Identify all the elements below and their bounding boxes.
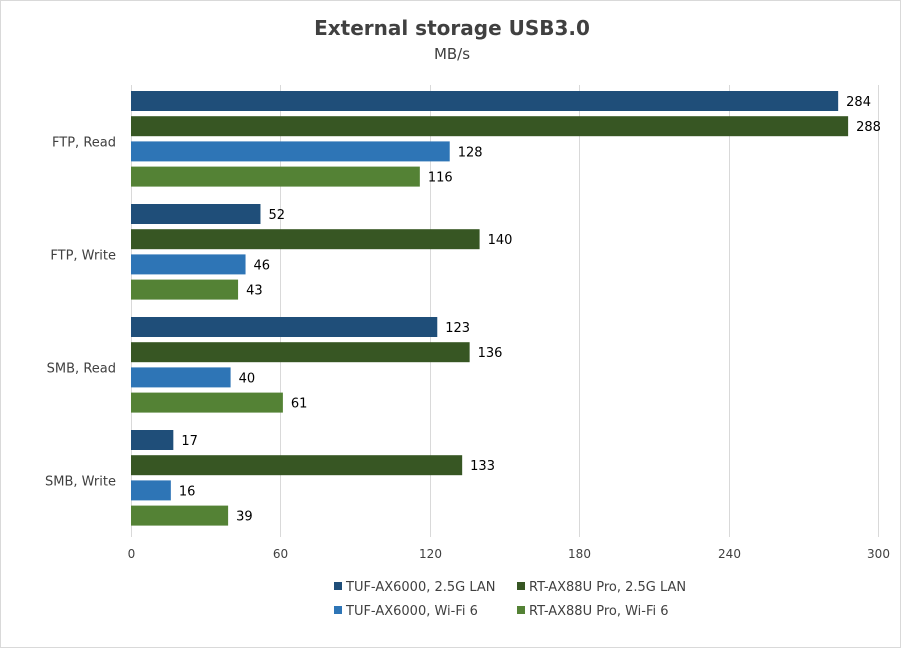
chart-subtitle: MB/s xyxy=(434,45,470,63)
x-tick-label: 0 xyxy=(128,547,136,561)
bar xyxy=(131,254,246,275)
bar xyxy=(131,204,261,224)
bar xyxy=(131,317,438,337)
legend-swatch xyxy=(334,606,342,614)
bar xyxy=(131,279,239,300)
category-labels: FTP, Read FTP, Write SMB, Read SMB, Write xyxy=(45,136,116,490)
legend-item: TUF-AX6000, 2.5G LAN xyxy=(334,580,496,595)
data-label: 128 xyxy=(458,145,483,160)
legend-item: RT-AX88U Pro, 2.5G LAN xyxy=(517,580,686,595)
category-label: FTP, Read xyxy=(52,136,116,151)
data-label: 61 xyxy=(291,397,308,412)
data-label: 17 xyxy=(181,434,198,449)
legend-label: TUF-AX6000, Wi-Fi 6 xyxy=(345,604,478,619)
bar xyxy=(131,229,480,250)
data-label: 140 xyxy=(488,233,513,248)
data-label: 284 xyxy=(846,95,871,110)
bar xyxy=(131,480,171,501)
legend: TUF-AX6000, 2.5G LAN RT-AX88U Pro, 2.5G L… xyxy=(334,580,686,619)
category-label: SMB, Read xyxy=(47,362,116,377)
x-tick-label: 240 xyxy=(718,547,741,561)
bar xyxy=(131,116,849,137)
legend-label: RT-AX88U Pro, 2.5G LAN xyxy=(529,580,686,595)
x-tick-label: 120 xyxy=(419,547,442,561)
bar xyxy=(131,430,174,450)
data-label: 136 xyxy=(478,346,503,361)
data-label: 40 xyxy=(239,371,256,386)
data-label: 52 xyxy=(268,208,285,223)
bar xyxy=(131,141,450,162)
data-label: 43 xyxy=(246,284,263,299)
data-label: 133 xyxy=(470,459,495,474)
legend-label: RT-AX88U Pro, Wi-Fi 6 xyxy=(529,604,669,619)
bar xyxy=(131,342,470,363)
bar xyxy=(131,367,231,388)
legend-item: TUF-AX6000, Wi-Fi 6 xyxy=(334,604,478,619)
data-label: 46 xyxy=(254,258,271,273)
bar xyxy=(131,166,420,187)
data-label: 123 xyxy=(445,321,470,336)
legend-swatch xyxy=(334,582,342,590)
x-tick-label: 300 xyxy=(867,547,890,561)
category-label: FTP, Write xyxy=(50,249,116,264)
x-tick-label: 180 xyxy=(568,547,591,561)
data-label: 116 xyxy=(428,171,453,186)
bar xyxy=(131,392,283,413)
x-tick-label: 60 xyxy=(273,547,288,561)
category-label: SMB, Write xyxy=(45,475,116,490)
bar xyxy=(131,455,463,476)
legend-swatch xyxy=(517,606,525,614)
bar xyxy=(131,505,229,526)
legend-item: RT-AX88U Pro, Wi-Fi 6 xyxy=(517,604,669,619)
bar xyxy=(131,91,839,111)
data-label: 16 xyxy=(179,484,196,499)
data-label: 39 xyxy=(236,510,253,525)
chart-title: External storage USB3.0 xyxy=(314,16,590,40)
legend-swatch xyxy=(517,582,525,590)
bars xyxy=(131,91,849,526)
data-labels: 284 288 128 116 52 140 46 43 123 136 40 61 17 133 16 39 xyxy=(179,95,881,525)
x-axis-ticks: 0 60 120 180 240 300 xyxy=(128,547,890,561)
legend-label: TUF-AX6000, 2.5G LAN xyxy=(345,580,496,595)
data-label: 288 xyxy=(856,120,881,135)
